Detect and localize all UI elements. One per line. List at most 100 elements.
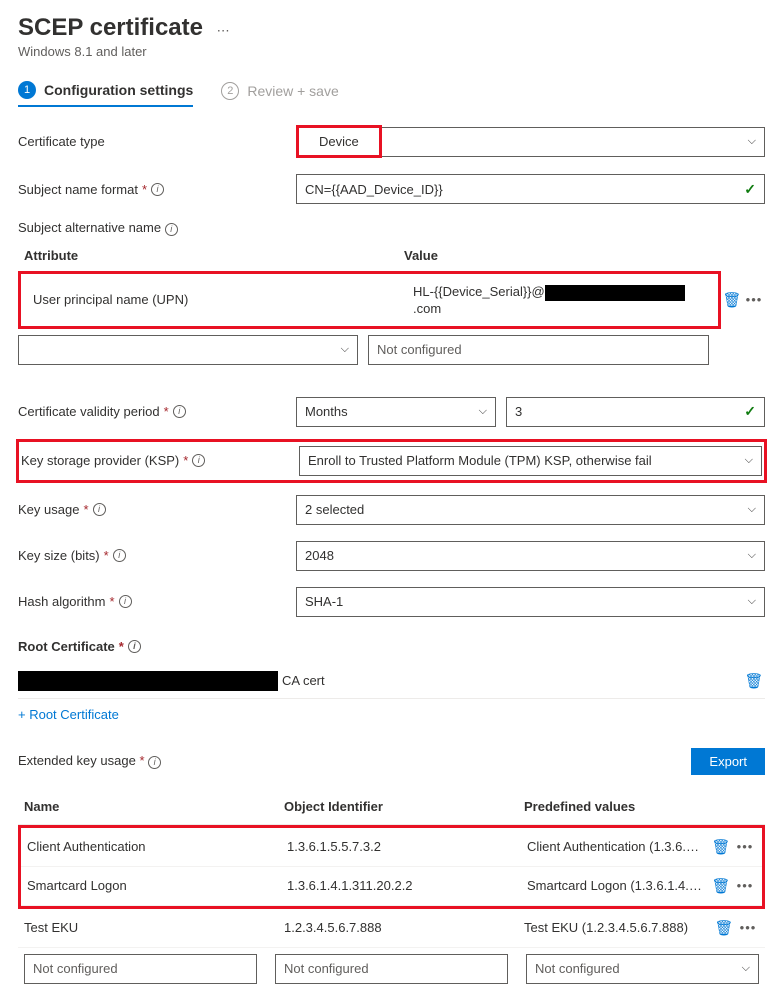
info-icon[interactable]: i bbox=[119, 595, 132, 608]
cert-type-select[interactable]: ⌵ bbox=[379, 127, 765, 157]
root-cert-row: CA cert 🗑 bbox=[18, 664, 765, 699]
hash-select[interactable]: SHA-1 ⌵ bbox=[296, 587, 765, 617]
validity-number-value: 3 bbox=[515, 404, 522, 419]
check-icon: ✓ bbox=[744, 181, 756, 198]
eku-oid: 1.2.3.4.5.6.7.888 bbox=[284, 920, 524, 935]
eku-row: Smartcard Logon 1.3.6.1.4.1.311.20.2.2 S… bbox=[21, 867, 762, 906]
delete-icon[interactable]: 🗑 bbox=[721, 289, 743, 311]
eku-row: Test EKU 1.2.3.4.5.6.7.888 Test EKU (1.2… bbox=[18, 909, 765, 948]
info-icon[interactable]: i bbox=[192, 454, 205, 467]
delete-icon[interactable]: 🗑 bbox=[710, 836, 732, 858]
required-indicator: * bbox=[109, 594, 114, 609]
more-icon[interactable]: ••• bbox=[734, 836, 756, 858]
more-icon[interactable]: ••• bbox=[743, 289, 765, 311]
root-cert-name: CA cert bbox=[282, 673, 325, 688]
chevron-down-icon: ⌵ bbox=[742, 962, 750, 975]
subject-name-format-value: CN={{AAD_Device_ID}} bbox=[305, 182, 443, 197]
export-button[interactable]: Export bbox=[691, 748, 765, 775]
eku-oid: 1.3.6.1.5.5.7.3.2 bbox=[287, 839, 527, 854]
chevron-down-icon: ⌵ bbox=[479, 405, 487, 418]
san-attr-value: User principal name (UPN) bbox=[23, 284, 403, 315]
required-indicator: * bbox=[83, 502, 88, 517]
ksp-value: Enroll to Trusted Platform Module (TPM) … bbox=[308, 453, 652, 468]
ksp-select[interactable]: Enroll to Trusted Platform Module (TPM) … bbox=[299, 446, 762, 476]
chevron-down-icon: ⌵ bbox=[748, 595, 756, 608]
eku-oid: 1.3.6.1.4.1.311.20.2.2 bbox=[287, 878, 527, 893]
validity-unit-value: Months bbox=[305, 404, 348, 419]
delete-icon[interactable]: 🗑 bbox=[743, 670, 765, 692]
label-hash: Hash algorithm bbox=[18, 594, 105, 609]
validity-unit-select[interactable]: Months ⌵ bbox=[296, 397, 496, 427]
more-icon[interactable]: ••• bbox=[737, 917, 759, 939]
placeholder-text: Not configured bbox=[535, 961, 620, 976]
chevron-down-icon: ⌵ bbox=[341, 343, 349, 356]
required-indicator: * bbox=[164, 404, 169, 419]
eku-header-oid: Object Identifier bbox=[284, 799, 524, 814]
page-subtitle: Windows 8.1 and later bbox=[18, 44, 765, 59]
placeholder-text: Not configured bbox=[377, 342, 462, 357]
page-title: SCEP certificate bbox=[18, 14, 203, 42]
more-icon[interactable]: ⋯ bbox=[217, 23, 231, 39]
redacted-block bbox=[545, 285, 685, 301]
key-usage-select[interactable]: 2 selected ⌵ bbox=[296, 495, 765, 525]
delete-icon[interactable]: 🗑 bbox=[713, 917, 735, 939]
info-icon[interactable]: i bbox=[128, 640, 141, 653]
info-icon[interactable]: i bbox=[93, 503, 106, 516]
san-attribute-select[interactable]: ⌵ bbox=[18, 335, 358, 365]
required-indicator: * bbox=[119, 639, 124, 654]
subject-name-format-input[interactable]: CN={{AAD_Device_ID}} ✓ bbox=[296, 174, 765, 204]
eku-name-input[interactable]: Not configured bbox=[24, 954, 257, 984]
san-value-input[interactable]: Not configured bbox=[368, 335, 709, 365]
more-icon[interactable]: ••• bbox=[734, 875, 756, 897]
info-icon[interactable]: i bbox=[165, 223, 178, 236]
eku-predef: Smartcard Logon (1.3.6.1.4.1.311.2... bbox=[527, 878, 710, 893]
label-key-size: Key size (bits) bbox=[18, 548, 100, 563]
info-icon[interactable]: i bbox=[173, 405, 186, 418]
info-icon[interactable]: i bbox=[148, 756, 161, 769]
step-label: Configuration settings bbox=[44, 82, 193, 98]
eku-predef-select[interactable]: Not configured ⌵ bbox=[526, 954, 759, 984]
key-size-select[interactable]: 2048 ⌵ bbox=[296, 541, 765, 571]
required-indicator: * bbox=[104, 548, 109, 563]
add-root-cert-link[interactable]: + Root Certificate bbox=[18, 707, 119, 722]
label-key-usage: Key usage bbox=[18, 502, 79, 517]
validity-number-input[interactable]: 3 ✓ bbox=[506, 397, 765, 427]
placeholder-text: Not configured bbox=[284, 961, 369, 976]
eku-name: Client Authentication bbox=[27, 839, 287, 854]
delete-icon[interactable]: 🗑 bbox=[710, 875, 732, 897]
san-header-attribute: Attribute bbox=[24, 248, 404, 263]
info-icon[interactable]: i bbox=[151, 183, 164, 196]
label-san: Subject alternative name bbox=[18, 220, 161, 235]
san-row: User principal name (UPN) HL-{{Device_Se… bbox=[23, 276, 716, 324]
check-icon: ✓ bbox=[744, 403, 756, 420]
label-subject-name-format: Subject name format bbox=[18, 182, 138, 197]
step-number: 1 bbox=[18, 81, 36, 99]
eku-name: Smartcard Logon bbox=[27, 878, 287, 893]
san-header-value: Value bbox=[404, 248, 438, 263]
eku-name: Test EKU bbox=[24, 920, 284, 935]
key-size-value: 2048 bbox=[305, 548, 334, 563]
redacted-block bbox=[18, 671, 278, 691]
step-config-settings[interactable]: 1 Configuration settings bbox=[18, 81, 193, 107]
eku-oid-input[interactable]: Not configured bbox=[275, 954, 508, 984]
eku-row: Client Authentication 1.3.6.1.5.5.7.3.2 … bbox=[21, 828, 762, 867]
info-icon[interactable]: i bbox=[113, 549, 126, 562]
progress-steps: 1 Configuration settings 2 Review + save bbox=[18, 81, 765, 107]
eku-header-name: Name bbox=[24, 799, 284, 814]
label-ksp: Key storage provider (KSP) bbox=[21, 453, 179, 468]
eku-header-predef: Predefined values bbox=[524, 799, 759, 814]
step-number: 2 bbox=[221, 82, 239, 100]
chevron-down-icon: ⌵ bbox=[748, 503, 756, 516]
cert-type-value: Device bbox=[301, 130, 377, 153]
label-cert-type: Certificate type bbox=[18, 134, 105, 149]
chevron-down-icon: ⌵ bbox=[745, 454, 753, 467]
required-indicator: * bbox=[183, 453, 188, 468]
label-root-cert: Root Certificate bbox=[18, 639, 115, 654]
label-validity: Certificate validity period bbox=[18, 404, 160, 419]
required-indicator: * bbox=[142, 182, 147, 197]
eku-predef: Test EKU (1.2.3.4.5.6.7.888) bbox=[524, 920, 713, 935]
eku-predef: Client Authentication (1.3.6.1.5.5.7.... bbox=[527, 839, 710, 854]
required-indicator: * bbox=[139, 753, 144, 768]
hash-value: SHA-1 bbox=[305, 594, 343, 609]
step-review-save[interactable]: 2 Review + save bbox=[221, 82, 338, 106]
